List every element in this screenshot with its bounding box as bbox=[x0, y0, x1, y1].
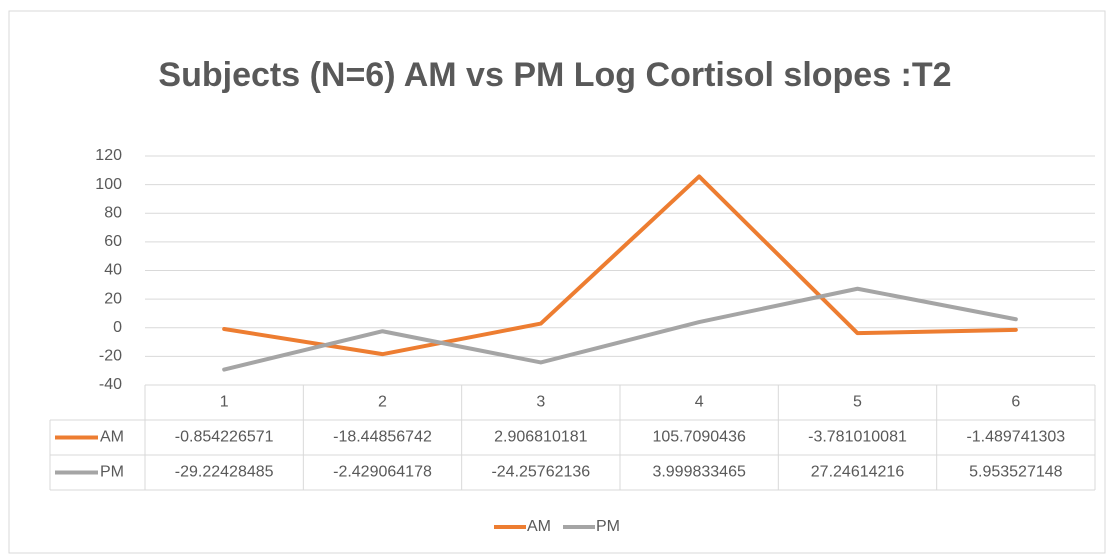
table-cell: 5.953527148 bbox=[969, 464, 1063, 481]
table-cell: 105.7090436 bbox=[652, 429, 746, 446]
y-tick-label: 20 bbox=[104, 290, 122, 307]
table-cell: -3.781010081 bbox=[808, 429, 907, 446]
series-line bbox=[222, 174, 1018, 357]
chart-border bbox=[8, 10, 1106, 554]
y-tick-label: -20 bbox=[99, 348, 122, 365]
y-tick-label: 0 bbox=[113, 319, 122, 336]
x-tick-label: 4 bbox=[695, 394, 704, 411]
x-tick-label: 1 bbox=[220, 394, 229, 411]
x-tick-label: 2 bbox=[378, 394, 387, 411]
table-cell: -0.854226571 bbox=[175, 429, 274, 446]
legend-label: AM bbox=[527, 518, 551, 535]
table-cell: -1.489741303 bbox=[966, 429, 1065, 446]
table-cell: 2.906810181 bbox=[494, 429, 588, 446]
table-cell: -18.44856742 bbox=[333, 429, 432, 446]
y-tick-label: 120 bbox=[95, 147, 122, 164]
table-cell: 27.24614216 bbox=[811, 464, 905, 481]
table-cell: -24.25762136 bbox=[491, 464, 590, 481]
x-tick-label: 6 bbox=[1011, 394, 1020, 411]
x-tick-label: 3 bbox=[536, 394, 545, 411]
table-cell: -2.429064178 bbox=[333, 464, 432, 481]
y-tick-label: 100 bbox=[95, 176, 122, 193]
series-line bbox=[222, 286, 1018, 372]
x-tick-label: 5 bbox=[853, 394, 862, 411]
table-series-name: AM bbox=[100, 429, 124, 446]
y-tick-label: 80 bbox=[104, 204, 122, 221]
y-tick-label: 40 bbox=[104, 262, 122, 279]
table-cell: 3.999833465 bbox=[652, 464, 746, 481]
table-series-name: PM bbox=[100, 464, 124, 481]
table-cell: -29.22428485 bbox=[175, 464, 274, 481]
legend-label: PM bbox=[596, 518, 620, 535]
chart-title: Subjects (N=6) AM vs PM Log Cortisol slo… bbox=[158, 56, 951, 94]
y-tick-label: 60 bbox=[104, 233, 122, 250]
y-tick-label: -40 bbox=[99, 376, 122, 393]
